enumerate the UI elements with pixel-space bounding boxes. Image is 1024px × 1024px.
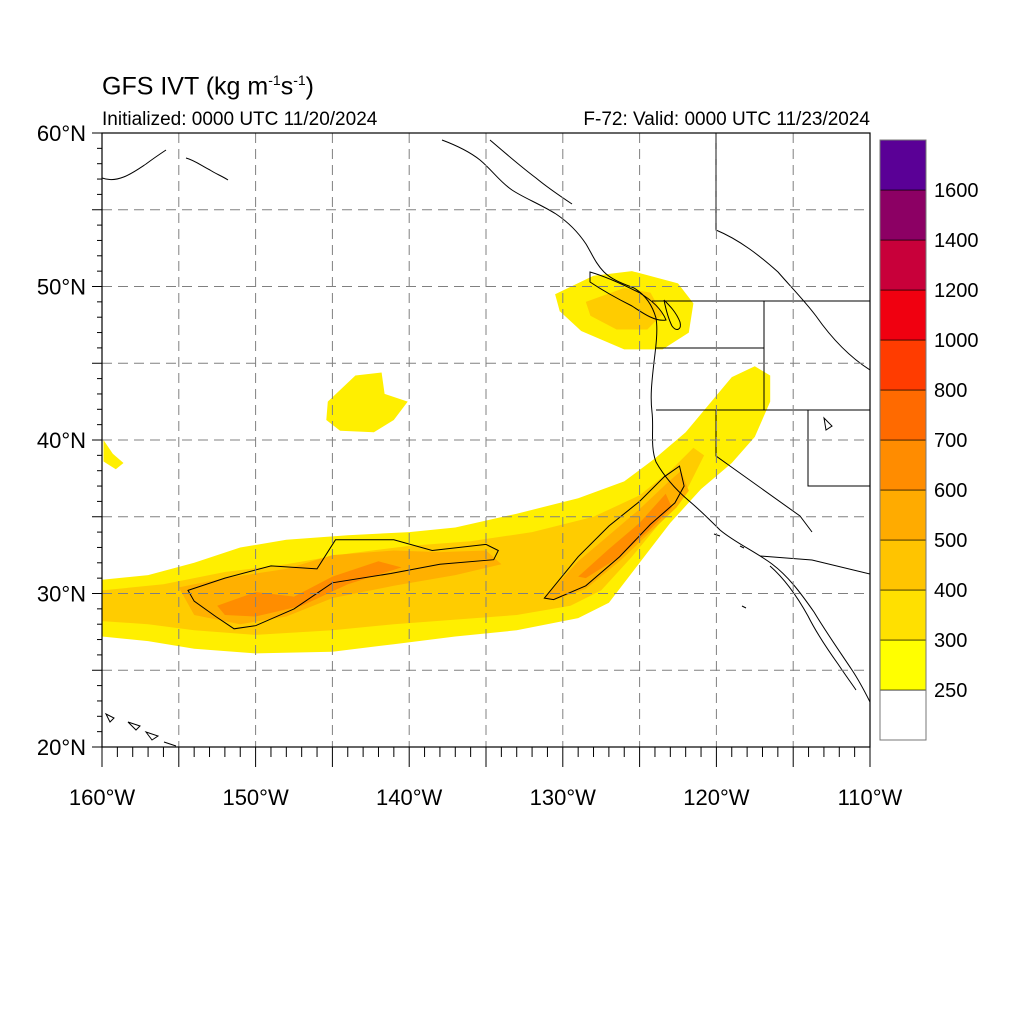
ivt-contour-outlines <box>187 465 685 630</box>
ivt-band-l600 <box>578 493 672 579</box>
colorbar-swatch <box>879 289 927 341</box>
ivt-contour-outline <box>543 465 685 601</box>
us-mexico-border <box>759 555 870 575</box>
ivt-band-l500 <box>544 470 689 600</box>
colorbar-label: 700 <box>934 430 967 452</box>
puget-sound <box>663 299 681 330</box>
axis-labels: 60°N 50°N 40°N 30°N 20°N 160°W 150°W 140°W 130°W… <box>37 121 903 810</box>
colorbar-swatch <box>879 689 927 741</box>
colorbar-swatch <box>879 589 927 641</box>
alaska-islands <box>185 157 229 181</box>
baja-gulf-coast <box>769 565 857 691</box>
colorbar-label: 400 <box>934 580 967 602</box>
colorbar-swatch <box>879 439 927 491</box>
ivt-band-l600 <box>217 561 402 617</box>
colorbar-swatch <box>879 139 927 191</box>
lat-tick-label: 60°N <box>37 121 86 146</box>
lat-tick-label: 40°N <box>37 428 86 453</box>
colorbar-swatch <box>879 539 927 591</box>
title-exponent: -1 <box>268 72 281 88</box>
colorbar-frame <box>879 139 927 741</box>
north-america-coastline <box>441 139 870 703</box>
alaska-canada-border <box>489 139 573 205</box>
lon-tick-label: 110°W <box>838 785 903 810</box>
colorbar-swatch <box>879 339 927 391</box>
colorbar-swatch <box>879 189 927 241</box>
title-part: s <box>280 72 294 101</box>
colorbar-label: 1200 <box>934 280 979 302</box>
hawaii-islands <box>104 712 177 747</box>
alaska-coast <box>102 149 167 180</box>
ivt-band-l300 <box>326 372 408 433</box>
valid-time-label: F-72: Valid: 0000 UTC 11/23/2024 <box>583 109 870 130</box>
vancouver-island <box>589 271 667 321</box>
figure-title: GFS IVT (kg m-1s-1) <box>102 72 314 101</box>
lon-tick-label: 120°W <box>683 785 750 810</box>
ivt-shading-layer <box>102 271 771 654</box>
colorbar-label: 500 <box>934 530 967 552</box>
canada-interior-border <box>715 133 870 371</box>
coastal-islands <box>713 416 833 609</box>
title-part: GFS IVT (kg m <box>102 72 269 101</box>
lat-tick-label: 50°N <box>37 275 86 300</box>
colorbar-label: 250 <box>934 680 967 702</box>
lat-tick-label: 20°N <box>37 735 86 760</box>
colorbar-label: 1600 <box>934 180 979 202</box>
ivt-colorbar: 250 300 400 500 600 700 800 1000 1200 1400 1600 <box>879 139 979 741</box>
lat-lon-grid <box>102 133 870 747</box>
ivt-band-l300 <box>103 440 124 470</box>
colorbar-swatch <box>879 389 927 441</box>
colorbar-label: 1000 <box>934 330 979 352</box>
colorbar-swatch <box>879 639 927 691</box>
political-borders <box>489 133 870 575</box>
state-border-nv-ut <box>807 410 870 487</box>
lat-tick-label: 30°N <box>37 582 86 607</box>
colorbar-label: 1400 <box>934 230 979 252</box>
title-exponent: -1 <box>293 72 306 88</box>
ivt-contour-outline <box>187 539 499 630</box>
lon-tick-label: 150°W <box>222 785 289 810</box>
colorbar-label: 600 <box>934 480 967 502</box>
title-part: ) <box>305 72 314 101</box>
lon-tick-label: 160°W <box>69 785 136 810</box>
ivt-band-l400 <box>585 288 663 330</box>
axis-ticks <box>92 132 871 767</box>
lon-tick-label: 140°W <box>376 785 443 810</box>
colorbar-swatch <box>879 239 927 291</box>
state-border-ca-nv <box>715 410 813 533</box>
initialized-label: Initialized: 0000 UTC 11/20/2024 <box>102 109 378 130</box>
colorbar-label: 300 <box>934 630 967 652</box>
coastline-layer <box>102 139 870 747</box>
colorbar-label: 800 <box>934 380 967 402</box>
colorbar-swatch <box>879 489 927 541</box>
lon-tick-label: 130°W <box>530 785 597 810</box>
